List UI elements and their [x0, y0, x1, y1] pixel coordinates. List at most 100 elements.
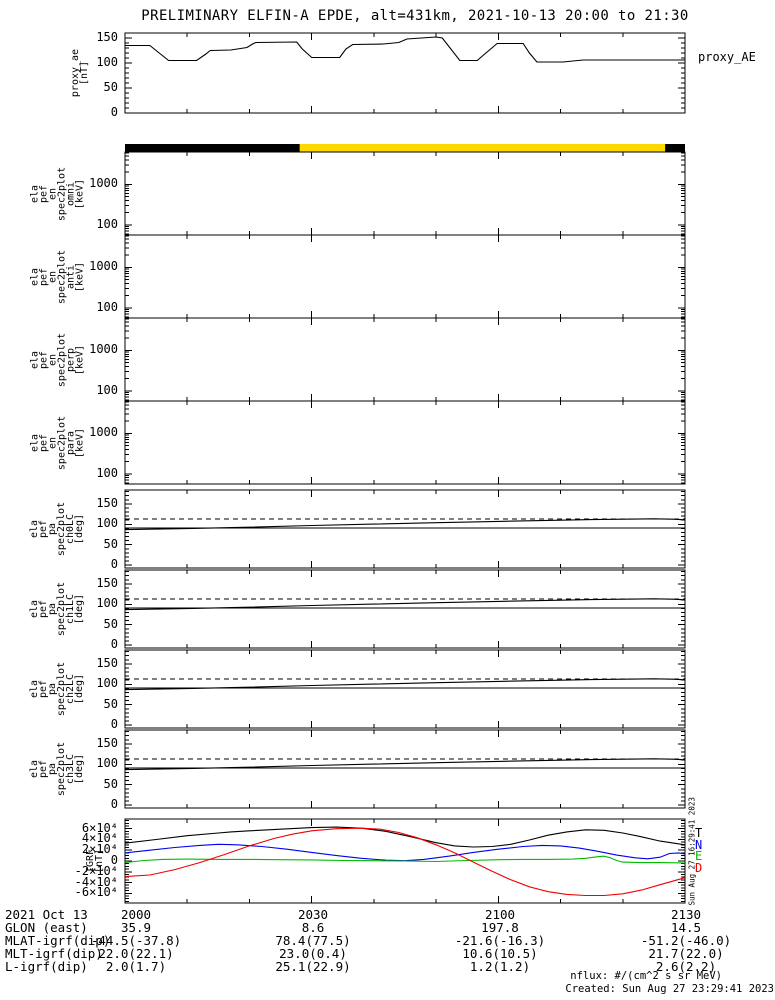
pa_ch3-series-loss-cone-curve [124, 758, 686, 771]
en_omni-axes [124, 151, 686, 236]
pa_ch2-ytick-label: 0 [110, 717, 118, 732]
axis-row-value-2-0: -44.5(-37.8) [90, 933, 182, 948]
axis-row-value-3-1: 23.0(0.4) [279, 946, 347, 961]
pa_ch3-ytick-label: 50 [103, 776, 118, 791]
created-timestamp: Created: Sun Aug 27 23:29:41 2023 [565, 983, 774, 995]
pa_ch2-ytick-label: 150 [96, 655, 118, 670]
igrf-ytick-label: 6×10⁴ [81, 820, 118, 835]
pa_ch0-ylabel: ela pef pa spec2plot ch0LC [deg] [29, 501, 85, 557]
igrf-series-T [124, 826, 686, 848]
igrf-ytick-label: -6×10⁴ [74, 885, 118, 900]
igrf-ytick-label: 0 [110, 853, 118, 867]
proxy_ae-ytick-label: 100 [96, 55, 118, 69]
pa_ch1-axes [124, 569, 686, 649]
pa_ch3-ylabel: ela pef pa spec2plot ch3LC [deg] [29, 741, 85, 797]
proxy_ae-ylabel: proxy_ae [nT] [70, 48, 90, 98]
en_perp-ytick-label: 1000 [89, 342, 118, 357]
axis-row-value-0-1: 2030 [297, 907, 329, 922]
axis-row-value-1-1: 8.6 [301, 920, 325, 935]
pa_ch0-series-loss-cone-curve [124, 518, 686, 531]
igrf-ytick-label: -4×10⁴ [74, 874, 118, 889]
pa_ch0-ytick-label: 0 [110, 557, 118, 572]
pa_ch0-ytick-label: 150 [96, 495, 118, 510]
axis-row-label-1: GLON (east) [5, 920, 88, 935]
en_para-ylabel: ela pef en spec2plot para [keV] [29, 415, 85, 470]
igrf-ytick-label: 4×10⁴ [81, 831, 118, 846]
axis-row-label-2: MLAT-igrf(dip) [5, 933, 111, 948]
pa_ch3-ytick-label: 0 [110, 797, 118, 812]
axis-row-label-3: MLT-igrf(dip) [5, 946, 103, 961]
igrf-axes [124, 818, 686, 904]
igrf-series-N [124, 843, 686, 862]
pa_ch3-ytick-label: 100 [96, 756, 118, 771]
igrf-series-E [124, 855, 686, 864]
axis-row-value-1-2: 197.8 [481, 920, 519, 935]
proxy_ae-ytick-label: 50 [103, 80, 118, 94]
proxy-ae-right-label: proxy_AE [698, 50, 756, 64]
igrf-ytick-label: 2×10⁴ [81, 842, 118, 857]
axis-row-value-2-2: -21.6(-16.3) [454, 933, 546, 948]
axis-row-value-4-2: 1.2(1.2) [469, 959, 531, 974]
axis-row-value-3-0: 22.0(22.1) [98, 946, 174, 961]
pa_ch2-ytick-label: 100 [96, 676, 118, 691]
en_omni-ylabel: ela pef en spec2plot omni [keV] [29, 166, 85, 221]
axis-row-value-4-1: 25.1(22.9) [275, 959, 351, 974]
en_anti-ytick-label: 1000 [89, 259, 118, 274]
en_perp-axes [124, 317, 686, 402]
proxy_ae-ytick-label: 150 [96, 30, 118, 44]
en_omni-ytick-label: 1000 [89, 176, 118, 191]
en_anti-ytick-label: 100 [96, 299, 118, 314]
igrf-ylabel: IGRF [nT] [85, 848, 105, 874]
pa_ch2-series-loss-cone-curve [124, 678, 686, 691]
igrf-legend-E: E [695, 849, 703, 863]
en_perp-ylabel: ela pef en spec2plot perp [keV] [29, 332, 85, 387]
axis-row-value-1-0: 35.9 [120, 920, 152, 935]
axis-row-label-0: 2021 Oct 13 [5, 907, 88, 922]
axis-row-value-3-3: 21.7(22.0) [648, 946, 724, 961]
sun-shadow-bar-segment-1 [299, 144, 665, 152]
pa_ch2-axes [124, 649, 686, 729]
axis-row-value-4-3: 2.6(2.2) [655, 959, 717, 974]
axis-row-value-0-2: 2100 [484, 907, 516, 922]
igrf-legend-D: D [695, 860, 703, 875]
axis-row-value-0-0: 2000 [120, 907, 152, 922]
pa_ch1-ytick-label: 50 [103, 616, 118, 631]
axis-row-value-3-2: 10.6(10.5) [462, 946, 538, 961]
en_anti-ylabel: ela pef en spec2plot anti [keV] [29, 249, 85, 304]
proxy_ae-axes [124, 32, 686, 114]
en_para-axes [124, 400, 686, 485]
pa_ch1-series-loss-cone-curve [124, 598, 686, 611]
proxy_ae-series-proxy_AE [125, 36, 685, 63]
pa_ch1-ytick-label: 0 [110, 637, 118, 652]
nflux-units-note: nflux: #/(cm^2 s sr MeV) [570, 970, 722, 982]
igrf-ytick-label: -2×10⁴ [74, 863, 118, 878]
igrf-series-D [124, 827, 686, 897]
pa_ch2-ylabel: ela pef pa spec2plot ch2LC [deg] [29, 661, 85, 717]
igrf-legend-T: T [695, 826, 703, 840]
en_para-ytick-label: 1000 [89, 425, 118, 440]
en_omni-ytick-label: 100 [96, 216, 118, 231]
axis-row-value-0-3: 2130 [670, 907, 702, 922]
en_perp-ytick-label: 100 [96, 382, 118, 397]
axis-row-value-1-3: 14.5 [670, 920, 702, 935]
pa_ch2-ytick-label: 50 [103, 696, 118, 711]
proxy_ae-ytick-label: 0 [110, 105, 118, 119]
axis-row-label-4: L-igrf(dip) [5, 959, 88, 974]
pa_ch1-ylabel: ela pef pa spec2plot ch1LC [deg] [29, 581, 85, 637]
axis-row-value-2-1: 78.4(77.5) [275, 933, 351, 948]
sun-shadow-bar-segment-2 [665, 144, 685, 152]
pa_ch3-ytick-label: 150 [96, 735, 118, 750]
pa_ch1-ytick-label: 100 [96, 596, 118, 611]
axis-row-value-2-3: -51.2(-46.0) [640, 933, 732, 948]
pa_ch0-ytick-label: 50 [103, 536, 118, 551]
pa_ch3-axes [124, 729, 686, 809]
plot-title: PRELIMINARY ELFIN-A EPDE, alt=431km, 202… [141, 8, 689, 24]
axis-row-value-4-0: 2.0(1.7) [105, 959, 167, 974]
en_para-ytick-label: 100 [96, 465, 118, 480]
en_anti-axes [124, 234, 686, 319]
igrf-legend-N: N [695, 837, 703, 852]
pa_ch0-ytick-label: 100 [96, 516, 118, 531]
pa_ch0-axes [124, 489, 686, 569]
